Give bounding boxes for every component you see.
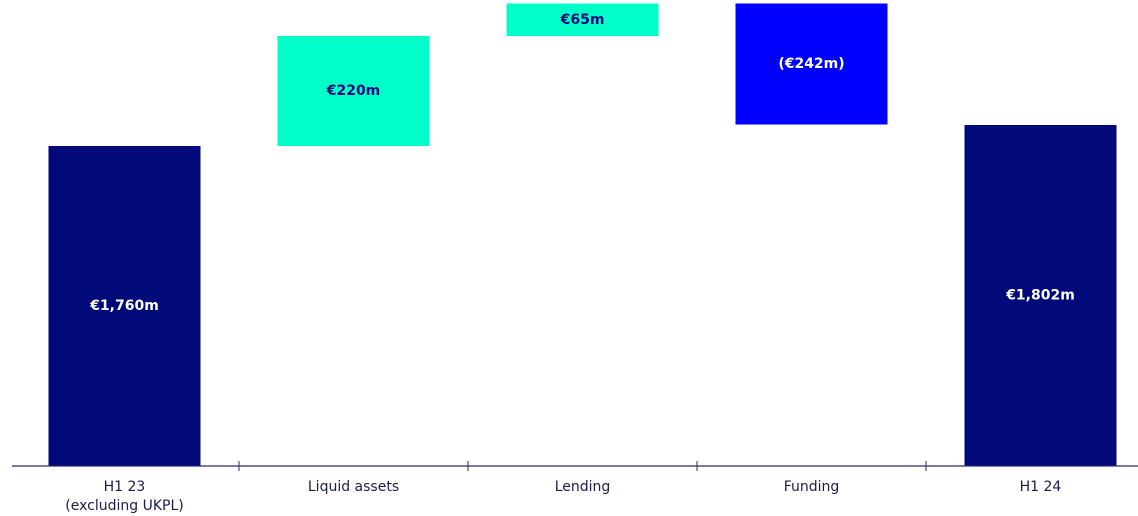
bar [48, 146, 201, 466]
x-tick-label: Lending [554, 479, 611, 495]
bar [506, 3, 659, 36]
x-tick-label: Funding [783, 479, 840, 495]
bar [964, 125, 1117, 466]
value-label: €1,802m [1005, 288, 1075, 304]
x-tick-label: Liquid assets [307, 479, 400, 495]
bar [277, 36, 430, 146]
value-label: €220m [326, 83, 381, 99]
x-tick-label: H1 23 (excluding UKPL) [65, 479, 184, 514]
value-label: €1,760m [89, 298, 159, 314]
value-label: €65m [560, 12, 605, 28]
value-label: (€242m) [778, 56, 844, 72]
x-tick-label: H1 24 [1019, 479, 1062, 495]
bar [735, 3, 888, 125]
